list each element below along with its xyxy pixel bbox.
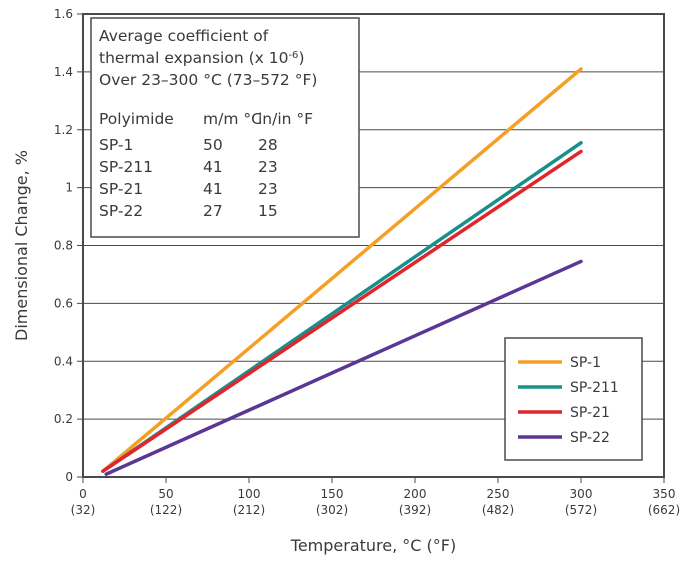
x-tick-label-celsius: 200	[404, 487, 427, 501]
table-cell: 28	[258, 136, 278, 154]
table-cell: SP-1	[99, 136, 133, 154]
table-cell: 23	[258, 158, 278, 176]
table-cell: SP-21	[99, 180, 143, 198]
legend-label: SP-21	[570, 405, 610, 421]
cte-table: Polyimide m/m °Cin/in °F SP-1 50 28 SP-211 41 2…	[99, 110, 313, 220]
table-cell: 27	[203, 202, 223, 220]
legend-label: SP-22	[570, 430, 610, 446]
info-box-frame	[90, 17, 360, 238]
x-tick-label-celsius: 100	[238, 487, 261, 501]
legend: SP-1 SP-211 SP-21 SP-22	[504, 337, 643, 461]
y-axis-title: Dimensional Change, %	[12, 150, 31, 341]
y-tick-label: 0.8	[54, 239, 73, 253]
table-cell: 15	[258, 202, 278, 220]
table-header-cell: in/in °F	[258, 110, 313, 128]
y-tick-label: 1	[65, 181, 73, 195]
x-tick-label-fahrenheit: (662)	[648, 503, 680, 517]
info-title-line-3: Over 23–300 °C (73–572 °F)	[99, 71, 317, 89]
x-tick-label-celsius: 0	[79, 487, 87, 501]
x-tick-label-celsius: 250	[487, 487, 510, 501]
legend-label: SP-1	[570, 355, 601, 371]
info-title-exponent: -6	[288, 50, 298, 61]
y-tick-label: 0.2	[54, 412, 73, 426]
y-tick-label: 0	[65, 470, 73, 484]
x-tick-label-fahrenheit: (212)	[233, 503, 265, 517]
x-tick-label-fahrenheit: (392)	[399, 503, 431, 517]
x-tick-label-fahrenheit: (302)	[316, 503, 348, 517]
y-tick-label: 1.4	[54, 65, 73, 79]
table-cell: 23	[258, 180, 278, 198]
y-tick-label: 0.4	[54, 354, 73, 368]
series-line-sp-21	[101, 149, 583, 473]
x-tick-label-celsius: 50	[158, 487, 173, 501]
y-tick-label: 1.2	[54, 123, 73, 137]
tick-layer: 0 0.2 0.4 0.6 0.8 1 1.2 1.4 1.6 0 (32) 50 (122) 100 (2…	[54, 7, 680, 517]
x-tick-label-celsius: 350	[653, 487, 676, 501]
info-title-line-2-main: thermal expansion (x 10	[99, 49, 288, 67]
series-line-sp-1	[101, 67, 583, 473]
y-tick-label: 1.6	[54, 7, 73, 21]
y-tick-label: 0.6	[54, 296, 73, 310]
table-cell: 41	[203, 180, 223, 198]
cte-info-box: Average coefficient of thermal expansion…	[90, 17, 360, 238]
table-header-cell: Polyimide	[99, 110, 174, 128]
legend-items: SP-1 SP-211 SP-21 SP-22	[518, 355, 619, 446]
x-tick-label-fahrenheit: (122)	[150, 503, 182, 517]
info-title-line-2-suffix: )	[298, 49, 304, 67]
x-tick-label-celsius: 300	[570, 487, 593, 501]
info-title-line-1: Average coefficient of	[99, 27, 269, 45]
table-header-cell: m/m °C	[203, 110, 262, 128]
info-title-line-2: thermal expansion (x 10-6)	[99, 49, 305, 67]
x-tick-label-fahrenheit: (572)	[565, 503, 597, 517]
series-layer	[101, 67, 583, 476]
legend-frame	[504, 337, 643, 461]
table-cell: SP-211	[99, 158, 153, 176]
legend-label: SP-211	[570, 380, 619, 396]
x-tick-label-celsius: 150	[321, 487, 344, 501]
table-cell: 50	[203, 136, 223, 154]
table-cell: 41	[203, 158, 223, 176]
x-axis-title: Temperature, °C (°F)	[290, 536, 456, 555]
table-cell: SP-22	[99, 202, 143, 220]
series-line-sp-22	[104, 259, 583, 476]
x-tick-label-fahrenheit: (482)	[482, 503, 514, 517]
x-tick-label-fahrenheit: (32)	[71, 503, 96, 517]
